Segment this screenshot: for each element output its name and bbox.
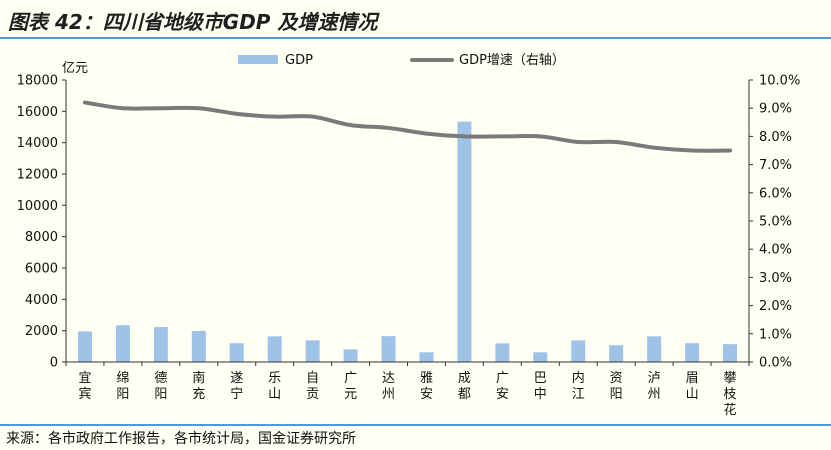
y-tick-label-left: 10000 — [17, 199, 58, 214]
title-rule — [0, 37, 831, 39]
growth-line-path — [82, 100, 733, 153]
y-axis-label: 亿元 — [62, 61, 88, 76]
combo-chart: GDP GDP增速（右轴） 亿元 0 2000 4000 6000 8000 10000 1… — [17, 53, 801, 418]
y-tick-label-left: 8000 — [25, 230, 58, 245]
y-tick-label-left: 16000 — [17, 105, 58, 120]
x-tick-label: 巴中 — [534, 371, 547, 402]
y-tick-label-left: 0 — [50, 356, 58, 371]
y-axis-right: 0.0% 1.0% 2.0% 3.0% 4.0% 5.0% 6.0% 7.0% 8.0% 9.0%… — [748, 74, 800, 371]
gdp-bar — [305, 340, 320, 362]
x-tick-label: 德阳 — [154, 371, 167, 402]
gdp-bar — [77, 331, 92, 362]
x-tick-label: 自贡 — [306, 371, 319, 402]
y-tick-label-left: 12000 — [17, 168, 58, 183]
x-tick-label: 广元 — [344, 371, 357, 402]
x-tick-label: 南充 — [192, 370, 205, 402]
x-tick-label: 攀枝花 — [724, 371, 737, 418]
y-tick-label-left: 2000 — [25, 324, 58, 339]
y-tick-label-right: 5.0% — [759, 215, 792, 230]
gdp-bar — [381, 336, 396, 362]
gdp-bar — [685, 343, 700, 362]
x-tick-label: 泸州 — [648, 371, 661, 402]
gdp-bar — [191, 330, 206, 362]
x-tick-label: 资阳 — [610, 371, 623, 402]
x-tick-label: 广安 — [496, 371, 509, 402]
gdp-bar — [229, 343, 244, 362]
x-tick-label: 雅安 — [420, 371, 433, 402]
gdp-bar — [533, 352, 548, 362]
gdp-bar — [267, 336, 282, 362]
y-tick-label-right: 1.0% — [759, 327, 792, 342]
x-tick-label: 宜宾 — [78, 371, 91, 402]
x-tick-label: 遂宁 — [230, 371, 243, 402]
y-axis-left: 0 2000 4000 6000 8000 10000 12000 14000 16000 180… — [17, 74, 67, 371]
y-tick-label-right: 10.0% — [759, 74, 800, 89]
x-tick-label: 达州 — [382, 371, 395, 402]
y-tick-label-right: 6.0% — [759, 186, 792, 201]
y-tick-label-right: 0.0% — [759, 356, 792, 371]
x-tick-label: 成都 — [458, 371, 471, 402]
figure-source: 来源：各市政府工作报告，各市统计局，国金证券研究所 — [6, 431, 356, 447]
x-tick-label: 眉山 — [686, 371, 699, 402]
gdp-bar — [457, 121, 472, 362]
x-tick-label: 乐山 — [268, 371, 281, 402]
gdp-bar — [153, 327, 168, 362]
x-tick-label: 绵阳 — [116, 371, 129, 402]
gdp-bars — [77, 121, 738, 362]
y-tick-label-right: 9.0% — [759, 102, 792, 117]
bottom-rule — [0, 424, 831, 426]
gdp-bar — [495, 343, 510, 362]
gdp-bar — [609, 345, 624, 362]
y-tick-label-left: 14000 — [17, 136, 58, 151]
gdp-bar — [571, 340, 586, 362]
y-tick-label-left: 18000 — [17, 74, 58, 89]
gdp-bar — [115, 325, 130, 362]
figure-title: 图表 42：四川省地级市GDP 及增速情况 — [8, 10, 378, 34]
legend-gdp-label: GDP — [285, 53, 313, 68]
y-tick-label-right: 8.0% — [759, 130, 792, 145]
x-tick-label: 内江 — [572, 370, 585, 402]
legend: GDP GDP增速（右轴） — [238, 53, 565, 68]
y-tick-label-left: 6000 — [25, 262, 58, 277]
y-tick-label-right: 7.0% — [759, 158, 792, 173]
y-tick-label-right: 4.0% — [759, 243, 792, 258]
legend-gdp-swatch — [238, 55, 278, 64]
y-tick-label-left: 4000 — [25, 293, 58, 308]
y-tick-label-right: 3.0% — [759, 271, 792, 286]
gdp-bar — [343, 349, 358, 362]
growth-line — [82, 100, 733, 153]
gdp-bar — [723, 344, 738, 362]
gdp-bar — [419, 352, 434, 362]
legend-growth-label: GDP增速（右轴） — [459, 53, 565, 68]
gdp-bar — [647, 336, 662, 362]
y-tick-label-right: 2.0% — [759, 299, 792, 314]
